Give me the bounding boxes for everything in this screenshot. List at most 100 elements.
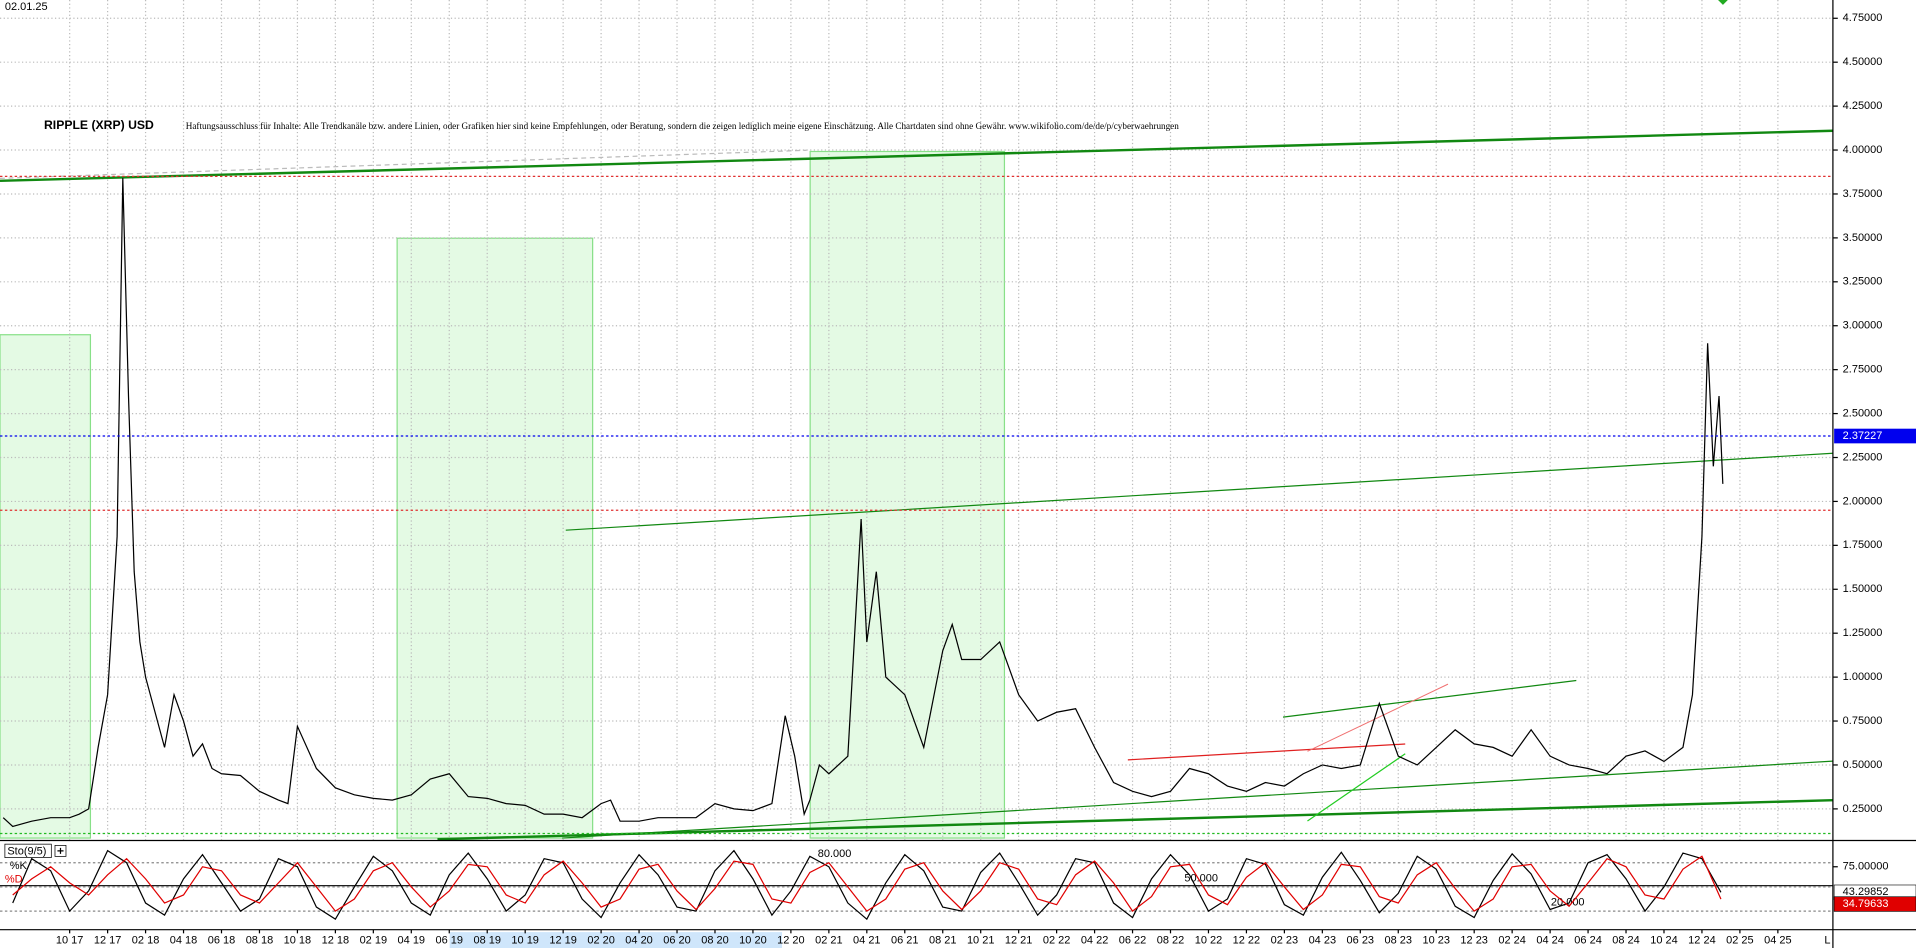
trendline bbox=[1282, 679, 1577, 718]
trendline bbox=[437, 798, 1833, 841]
x-tick-label: 10 17 bbox=[56, 935, 84, 947]
x-tick-label: 06 20 bbox=[663, 935, 691, 947]
series-line bbox=[12, 849, 1722, 921]
x-tick-label: 02 25 bbox=[1726, 935, 1754, 947]
x-tick-label: 12 20 bbox=[777, 935, 805, 947]
last-value-box bbox=[1833, 896, 1916, 912]
x-tick-label: 08 20 bbox=[701, 935, 729, 947]
y-tick-label: 3.00000 bbox=[1843, 320, 1883, 332]
marker bbox=[1718, 0, 1728, 5]
x-tick-label: 12 19 bbox=[549, 935, 577, 947]
x-tick-label: 10 19 bbox=[511, 935, 539, 947]
disclaimer: Haftungsausschluss für Inhalte: Alle Tre… bbox=[186, 121, 1180, 131]
y-tick-label: 4.75000 bbox=[1843, 12, 1883, 24]
x-tick-label: 12 17 bbox=[94, 935, 122, 947]
x-tick-label: 02 19 bbox=[360, 935, 388, 947]
x-tick-label: 10 23 bbox=[1422, 935, 1450, 947]
x-tick-label: 10 18 bbox=[284, 935, 312, 947]
x-tick-label: 04 20 bbox=[625, 935, 653, 947]
x-tick-label: 10 24 bbox=[1650, 935, 1678, 947]
chart-title: RIPPLE (XRP) USD bbox=[44, 118, 154, 132]
x-tick-label: 12 22 bbox=[1233, 935, 1261, 947]
x-tick-label: 08 18 bbox=[246, 935, 274, 947]
trendline bbox=[562, 760, 1833, 839]
y-tick-label: 1.50000 bbox=[1843, 583, 1883, 595]
y-tick-label: 2.50000 bbox=[1843, 407, 1883, 419]
plus-icon bbox=[57, 847, 64, 854]
last-value-label: 34.79633 bbox=[1843, 898, 1889, 910]
y-tick-label: 2.00000 bbox=[1843, 495, 1883, 507]
x-tick-label: 08 19 bbox=[473, 935, 501, 947]
y-tick-label: 2.75000 bbox=[1843, 364, 1883, 376]
x-tick-label: 06 18 bbox=[208, 935, 236, 947]
y-tick-label: 0.50000 bbox=[1843, 759, 1883, 771]
y-tick-label: 3.75000 bbox=[1843, 188, 1883, 200]
x-tick-label: 08 21 bbox=[929, 935, 957, 947]
x-tick-label: 02 21 bbox=[815, 935, 843, 947]
trendline bbox=[0, 129, 1833, 183]
y-tick-label: 1.00000 bbox=[1843, 671, 1883, 683]
x-tick-label: 08 22 bbox=[1157, 935, 1185, 947]
x-tick-label: 04 22 bbox=[1081, 935, 1109, 947]
zone bbox=[0, 334, 92, 839]
x-tick-label: 06 24 bbox=[1574, 935, 1602, 947]
y-tick-label: 0.75000 bbox=[1843, 715, 1883, 727]
axis-highlight bbox=[449, 932, 783, 948]
y-tick-label: 3.25000 bbox=[1843, 276, 1883, 288]
x-tick-label: 12 24 bbox=[1688, 935, 1716, 947]
x-tick-label: 04 25 bbox=[1764, 935, 1792, 947]
level-label: 20.000 bbox=[1551, 896, 1585, 908]
trendline bbox=[1127, 743, 1406, 761]
x-tick-label: 06 23 bbox=[1347, 935, 1375, 947]
zone bbox=[809, 150, 1006, 839]
x-tick-label: 02 18 bbox=[132, 935, 160, 947]
y-tick-label: 1.75000 bbox=[1843, 539, 1883, 551]
x-tick-label: 10 21 bbox=[967, 935, 995, 947]
indicator-box bbox=[4, 843, 52, 858]
y-tick-label: 4.50000 bbox=[1843, 56, 1883, 68]
trendline bbox=[0, 149, 807, 179]
y-tick-label: 2.25000 bbox=[1843, 451, 1883, 463]
x-tick-label: 08 23 bbox=[1385, 935, 1413, 947]
y-tick-label: 75.00000 bbox=[1843, 861, 1889, 873]
x-tick-label: 12 18 bbox=[322, 935, 350, 947]
indicator-title: Sto(9/5) bbox=[7, 845, 46, 857]
x-tick-label: 02 20 bbox=[587, 935, 615, 947]
x-tick-label: 10 20 bbox=[739, 935, 767, 947]
series-line bbox=[12, 855, 1722, 912]
y-tick-label: 3.50000 bbox=[1843, 232, 1883, 244]
corner-label: L bbox=[1824, 935, 1830, 947]
grid bbox=[0, 0, 1833, 841]
x-tick-label: 08 24 bbox=[1612, 935, 1640, 947]
x-tick-label: 04 21 bbox=[853, 935, 881, 947]
x-tick-label: 12 23 bbox=[1460, 935, 1488, 947]
y-tick-label: 4.00000 bbox=[1843, 144, 1883, 156]
trendlines bbox=[0, 0, 1833, 841]
last-value-label: 43.29852 bbox=[1843, 886, 1889, 898]
zones bbox=[0, 150, 1006, 948]
y-tick-label: 0.25000 bbox=[1843, 803, 1883, 815]
date-label: 02.01.25 bbox=[5, 1, 48, 13]
x-tick-label: 02 22 bbox=[1043, 935, 1071, 947]
trendline bbox=[565, 452, 1833, 531]
x-tick-label: 04 23 bbox=[1309, 935, 1337, 947]
x-tick-label: 02 24 bbox=[1498, 935, 1526, 947]
y-tick-label: 4.25000 bbox=[1843, 100, 1883, 112]
x-tick-label: 06 19 bbox=[436, 935, 464, 947]
current-label: 2.37227 bbox=[1843, 430, 1883, 442]
x-tick-label: 02 23 bbox=[1271, 935, 1299, 947]
x-tick-label: 06 21 bbox=[891, 935, 919, 947]
x-tick-label: 12 21 bbox=[1005, 935, 1033, 947]
x-tick-label: 04 24 bbox=[1536, 935, 1564, 947]
current-box bbox=[1834, 428, 1916, 444]
x-tick-label: 04 19 bbox=[398, 935, 426, 947]
x-tick-label: 04 18 bbox=[170, 935, 198, 947]
trendline bbox=[1307, 683, 1449, 752]
legend-label: %D bbox=[5, 873, 23, 885]
x-tick-label: 10 22 bbox=[1195, 935, 1223, 947]
level-label: 50.000 bbox=[1184, 872, 1218, 884]
legend-label: %K bbox=[10, 860, 28, 872]
trendline bbox=[1307, 753, 1406, 822]
